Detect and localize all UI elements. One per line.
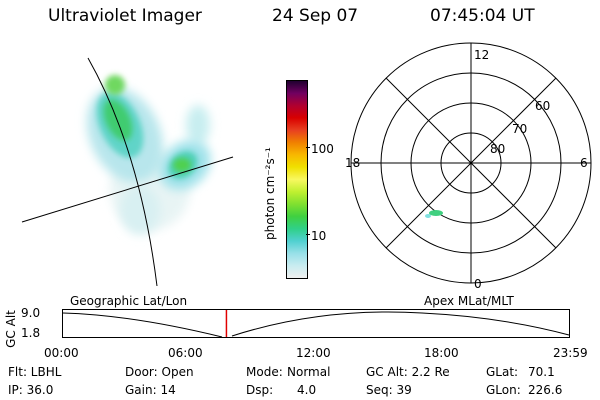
lat-label-80: 80 [490,142,505,156]
polar-grid [350,42,592,284]
geographic-grid-lines [21,57,234,287]
auroral-oval-spot [429,210,443,216]
timeline-xtick-1: 06:00 [168,346,203,360]
mode-key: Mode: [246,365,283,379]
instrument-title: Ultraviolet Imager [48,6,202,26]
dsp-key: Dsp: [246,383,274,397]
dsp-value: 4.0 [297,383,317,397]
geographic-latitude-key: GLat: [486,365,519,379]
timeline-frame [62,309,570,338]
colorbar-tick-mark [306,234,310,235]
auroral-emission [86,75,211,235]
timeline-xtick-0: 00:00 [44,346,79,360]
door-status: Door: Open [125,365,194,379]
colorbar-unit-label: photon cm⁻²s⁻¹ [263,147,277,240]
ip-value: IP: 36.0 [8,383,54,397]
altitude-curve [62,312,223,338]
timeline-axis-label: GC Alt [3,310,18,348]
polar-panel-label: Apex MLat/MLT [424,294,514,308]
timeline-xtick-2: 12:00 [296,346,331,360]
colorbar [286,80,308,279]
geographic-longitude-key: GLon: [486,383,521,397]
geographic-image-panel [21,57,234,287]
timeline-xtick-3: 18:00 [424,346,459,360]
colorbar-tick-10: 10 [311,229,327,243]
gain-value: Gain: 14 [125,383,176,397]
filter-value: Flt: LBHL [8,365,62,379]
gc-altitude: GC Alt: 2.2 Re [366,365,450,379]
timeline-xtick-4: 23:59 [553,346,588,360]
timeline-ytick-max: 9.0 [21,306,41,320]
mlt-label-bottom: 0 [474,277,482,291]
lat-label-70: 70 [512,122,527,136]
lat-label-60: 60 [535,99,550,113]
geographic-latitude-value: 70.1 [528,365,555,379]
colorbar-tick-mark [306,147,310,148]
observation-date: 24 Sep 07 [272,6,359,26]
auroral-oval-spot [425,214,431,218]
orbit-altitude-timeline [62,309,570,338]
mode-value: Normal [287,365,331,379]
sequence-number: Seq: 39 [366,383,412,397]
observation-time: 07:45:04 UT [430,6,535,26]
mlt-label-left: 18 [345,156,360,170]
altitude-curve [231,311,570,337]
geographic-panel-label: Geographic Lat/Lon [70,294,188,308]
mlt-label-top: 12 [474,48,489,62]
colorbar-tick-100: 100 [311,142,334,156]
geographic-longitude-value: 226.6 [528,383,563,397]
timeline-ytick-min: 1.8 [21,326,41,340]
mlt-label-right: 6 [580,156,588,170]
polar-plot-panel: 12 0 18 6 60 70 80 [345,42,592,291]
